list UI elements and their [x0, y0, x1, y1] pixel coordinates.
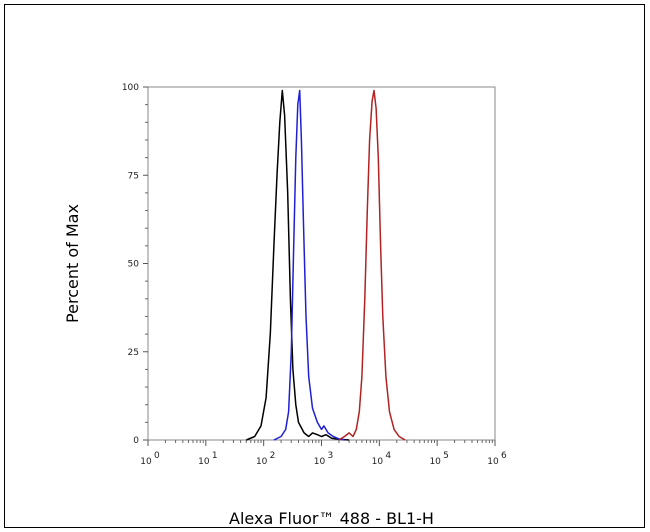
x-tick-label: 10	[140, 457, 152, 467]
x-tick-label: 10	[314, 457, 326, 467]
x-tick-exponent: 2	[270, 451, 276, 461]
x-tick-label: 10	[256, 457, 268, 467]
x-tick-exponent: 6	[501, 451, 507, 461]
histogram-series-2	[338, 89, 406, 441]
y-tick-label: 25	[128, 348, 139, 358]
y-axis-title: Percent of Max	[63, 204, 82, 323]
x-tick-exponent: 3	[328, 451, 334, 461]
x-tick-exponent: 1	[212, 451, 218, 461]
x-axis-title: Alexa Fluor™ 488 - BL1-H	[229, 509, 434, 528]
x-tick-label: 10	[372, 457, 384, 467]
histogram-series-1	[273, 89, 345, 441]
figure-frame	[4, 4, 645, 528]
y-tick-label: 100	[122, 83, 139, 93]
x-tick-label: 10	[198, 457, 210, 467]
histogram-series-0	[246, 89, 350, 441]
x-tick-exponent: 0	[154, 451, 160, 461]
x-tick-label: 10	[487, 457, 499, 467]
x-tick-label: 10	[429, 457, 441, 467]
y-tick-label: 50	[128, 260, 140, 270]
x-tick-exponent: 5	[443, 451, 449, 461]
plot-area	[147, 86, 496, 441]
y-tick-label: 75	[128, 171, 139, 181]
y-tick-label: 0	[133, 436, 139, 446]
x-tick-exponent: 4	[385, 451, 391, 461]
